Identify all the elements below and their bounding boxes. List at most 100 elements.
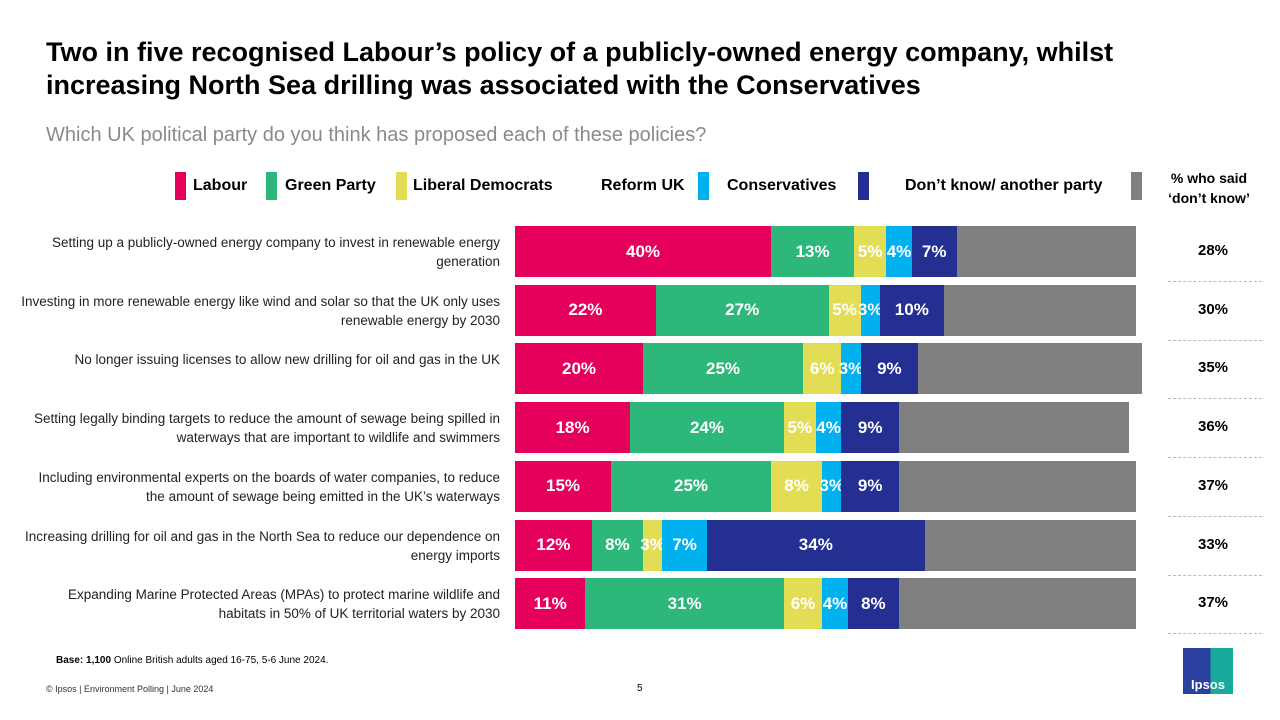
data-label: 3% [819, 476, 845, 496]
dont-know-value: 37% [1197, 476, 1229, 494]
data-label: 15% [545, 476, 581, 496]
row-divider [1168, 398, 1262, 400]
data-label: 3% [857, 300, 883, 320]
category-label: Expanding Marine Protected Areas (MPAs) … [68, 587, 500, 622]
data-label: 10% [894, 300, 929, 320]
bar-segment-reform-uk: 3% [839, 343, 863, 395]
row-divider [1168, 339, 1262, 341]
data-label: 9% [857, 417, 883, 437]
data-label: 24% [689, 417, 724, 437]
legend-label: Labour [193, 177, 248, 194]
bar-segment-don-t-know-another-party [899, 578, 1136, 630]
data-label: 25% [705, 358, 741, 378]
data-label: 4% [816, 417, 841, 437]
data-label: 3% [838, 358, 864, 378]
data-label: 8% [861, 593, 886, 613]
data-label: 3% [640, 535, 665, 554]
bar-segment-don-t-know-another-party [918, 343, 1143, 395]
bar-segment-reform-uk: 3% [857, 284, 883, 336]
category-label: Investing in more renewable energy like … [21, 293, 500, 328]
data-label: 6% [790, 593, 816, 613]
bar-segment-reform-uk: 7% [662, 519, 707, 571]
base-bold: Base: 1,100 [56, 655, 112, 666]
category-label: Setting up a publicly-owned energy compa… [51, 235, 500, 269]
bar-segment-reform-uk: 3% [820, 460, 844, 512]
bar-segment-labour: 40% [515, 226, 771, 277]
category-label: Including environmental experts on the b… [38, 469, 500, 504]
data-label: 7% [672, 535, 697, 554]
row-divider [1168, 574, 1262, 576]
bar-segment-conservatives: 9% [841, 460, 899, 512]
dont-know-value: 30% [1197, 300, 1229, 318]
bar-segment-conservatives: 7% [911, 226, 957, 277]
category-label: Increasing drilling for oil and gas in t… [24, 528, 500, 563]
legend-swatch [858, 172, 869, 200]
bar-segment-labour: 11% [515, 578, 586, 630]
data-label: 27% [725, 300, 760, 320]
bar-segment-green-party: 8% [591, 519, 643, 571]
row-divider [1168, 633, 1262, 635]
bar-segment-conservatives: 10% [879, 284, 944, 336]
bar-segment-don-t-know-another-party [956, 226, 1136, 277]
base-text: Online British adults aged 16-75, 5-6 Ju… [111, 655, 329, 666]
category-label: No longer issuing licenses to allow new … [74, 352, 500, 368]
ipsos-logo: Ipsos [1183, 648, 1233, 694]
data-label: 31% [667, 593, 702, 613]
page-number: 5 [637, 683, 643, 694]
legend-label: Conservatives [727, 177, 837, 194]
dont-know-value: 28% [1197, 242, 1229, 259]
bar-segment-liberal-democrats: 8% [771, 460, 823, 512]
data-label: 8% [784, 476, 809, 496]
data-label: 8% [605, 535, 630, 554]
legend-swatch [266, 172, 277, 200]
dont-know-value: 37% [1197, 594, 1229, 612]
legend-swatch [396, 172, 407, 200]
bar-segment-don-t-know-another-party [899, 460, 1136, 512]
bar-segment-conservatives: 34% [707, 519, 925, 571]
base-note: Base: 1,100 Online British adults aged 1… [56, 655, 328, 666]
data-label: 5% [787, 417, 813, 437]
copyright: © Ipsos | Environment Polling | June 202… [46, 684, 214, 694]
bar-segment-labour: 20% [515, 343, 643, 395]
bar-segment-reform-uk: 4% [815, 402, 842, 454]
data-label: 9% [857, 476, 883, 496]
data-label: 4% [822, 593, 848, 613]
bar-segment-liberal-democrats: 5% [783, 402, 816, 454]
data-label: 18% [555, 417, 590, 437]
legend-swatch [698, 172, 709, 200]
bar-segment-labour: 22% [515, 284, 656, 336]
category-label: Setting legally binding targets to reduc… [33, 411, 500, 446]
chart-subtitle: Which UK political party do you think ha… [46, 124, 707, 146]
bar-segment-labour: 18% [515, 402, 631, 454]
data-label: 13% [795, 241, 830, 261]
bar-segment-reform-uk: 4% [822, 578, 848, 630]
data-label: 7% [921, 241, 947, 261]
legend-label: Don’t know/ another party [905, 177, 1103, 194]
legend-label: Green Party [285, 177, 376, 194]
data-label: 6% [809, 358, 835, 378]
bar-segment-conservatives: 9% [841, 402, 899, 454]
data-label: 11% [533, 593, 567, 613]
bar-segment-green-party: 24% [630, 402, 784, 454]
bar-segment-green-party: 25% [611, 460, 771, 512]
row-divider [1168, 515, 1262, 517]
bar-segment-liberal-democrats: 6% [783, 578, 823, 630]
dont-know-value: 33% [1197, 535, 1229, 553]
bar-segment-green-party: 27% [655, 284, 829, 336]
dont-know-value: 35% [1197, 359, 1229, 377]
page-title: Two in five recognised Labour’s policy o… [46, 37, 1114, 100]
data-label: 20% [561, 358, 597, 378]
data-label: 25% [673, 476, 709, 496]
bar-segment-don-t-know-another-party [899, 402, 1130, 454]
bar-segment-don-t-know-another-party [924, 519, 1136, 571]
bar-segment-labour: 15% [515, 460, 611, 512]
bar-segment-conservatives: 9% [860, 343, 919, 395]
legend-label: Liberal Democrats [413, 177, 553, 194]
bar-segment-conservatives: 8% [847, 578, 899, 630]
data-label: 5% [832, 300, 857, 320]
bar-segment-green-party: 25% [643, 343, 803, 395]
bar-segment-green-party: 13% [771, 226, 855, 277]
legend-swatch [175, 172, 186, 200]
data-label: 34% [798, 535, 833, 554]
row-divider [1168, 457, 1262, 459]
